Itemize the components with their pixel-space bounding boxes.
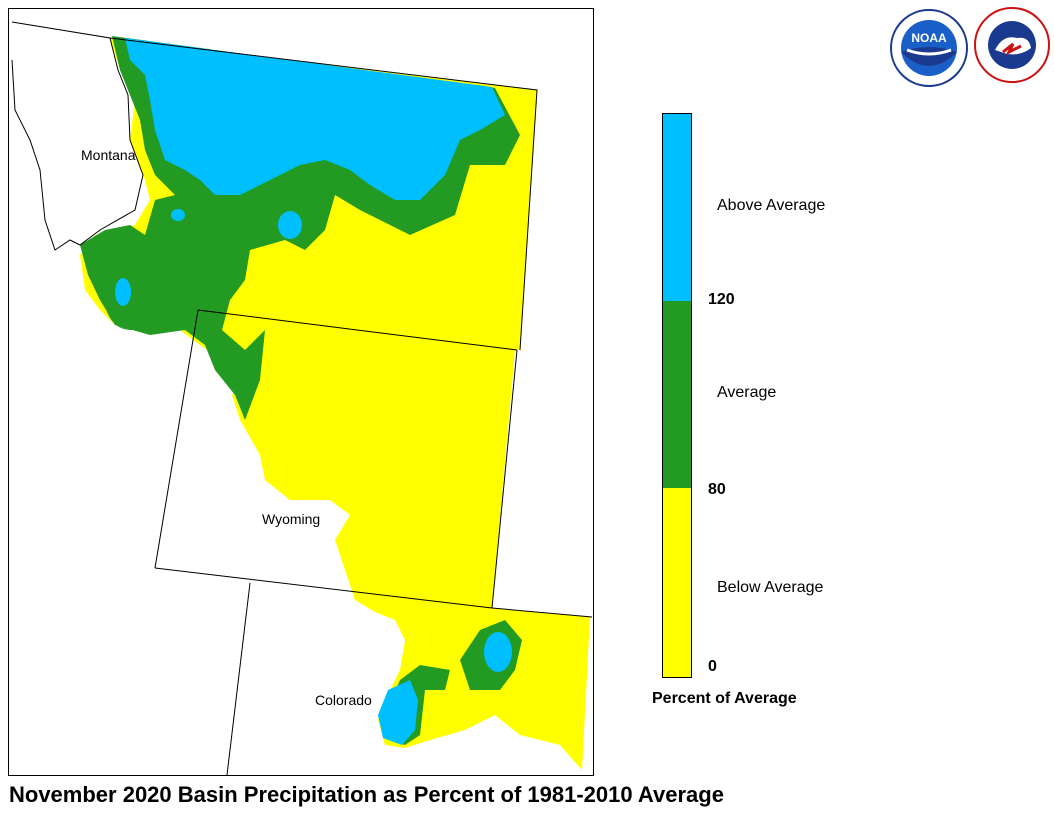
- above-average-patch: [278, 211, 302, 239]
- wyoming-west-border: [154, 309, 199, 569]
- legend-title: Percent of Average: [652, 690, 797, 707]
- legend-label-above-average: Above Average: [717, 197, 826, 214]
- colorado-west-border: [226, 582, 251, 776]
- above-average-patch: [484, 632, 512, 672]
- montana-east-border: [109, 37, 538, 351]
- legend-colorbar: [662, 113, 692, 678]
- nws-logo: [974, 7, 1050, 83]
- above-average-region-colorado: [378, 680, 418, 745]
- state-label-wyoming: Wyoming: [262, 511, 321, 527]
- wyoming-colorado-border: [154, 567, 493, 609]
- basin-map: [11, 21, 593, 776]
- montana-wyoming-border: [197, 309, 518, 351]
- montana-west-border: [11, 21, 144, 251]
- noaa-logo-text: NOAA: [911, 31, 947, 45]
- legend-above-average-swatch: [663, 114, 691, 301]
- legend-average-swatch: [663, 301, 691, 488]
- average-patch: [105, 270, 155, 330]
- above-average-patch: [171, 209, 185, 221]
- state-label-montana: Montana: [81, 147, 136, 163]
- legend-label-below-average: Below Average: [717, 579, 824, 596]
- above-average-region-north: [125, 38, 505, 200]
- above-average-patch: [115, 278, 131, 306]
- colorado-north-border: [491, 607, 593, 618]
- legend-tick-80: 80: [708, 481, 726, 498]
- legend-tick-120: 120: [708, 291, 735, 308]
- state-label-colorado: Colorado: [315, 692, 372, 708]
- legend-tick-0: 0: [708, 658, 717, 675]
- wyoming-east-border: [491, 349, 518, 609]
- page-title: November 2020 Basin Precipitation as Per…: [9, 782, 724, 807]
- legend-label-average: Average: [717, 384, 777, 401]
- legend-below-average-swatch: [663, 488, 691, 677]
- noaa-logo: NOAA: [890, 9, 968, 87]
